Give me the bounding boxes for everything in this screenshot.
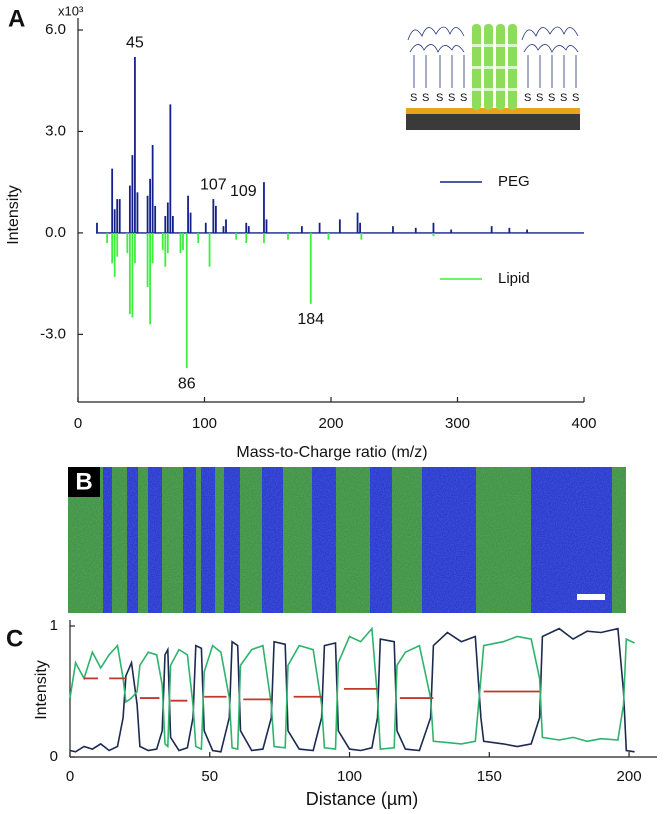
peak-annotation: 184 [297, 311, 324, 328]
legend-label: PEG [498, 173, 530, 190]
inset-label: S [548, 92, 555, 104]
inset-label: S [410, 92, 417, 104]
panel-label: C [6, 625, 23, 652]
peak-annotation: 109 [230, 183, 257, 200]
x-tick-label: 200 [318, 415, 343, 432]
y-tick-label: 1 [50, 617, 58, 634]
panel-label: B [75, 468, 92, 495]
x-tick-label: 100 [192, 415, 217, 432]
inset-label: S [448, 92, 455, 104]
x-tick-label: 0 [74, 415, 82, 432]
panel-label: A [8, 5, 25, 32]
inset-label: S [536, 92, 543, 104]
x-tick-label: 150 [477, 768, 502, 785]
y-tick-label: 0 [50, 748, 58, 765]
y-axis-label: Intensity [5, 185, 22, 245]
x-tick-label: 400 [571, 415, 596, 432]
unit-label: x10³ [58, 3, 84, 18]
y-tick-label: 3.0 [45, 122, 66, 139]
legend-label: Lipid [498, 270, 530, 287]
peak-annotation: 45 [126, 34, 144, 51]
x-axis-label: Distance (µm) [306, 789, 418, 809]
inset-label: S [422, 92, 429, 104]
fluorescence-image: B [68, 467, 626, 613]
scale-bar [577, 594, 605, 600]
y-tick-label: 6.0 [45, 21, 66, 38]
image-noise [68, 467, 626, 613]
profile-line [69, 627, 635, 753]
inset-label: S [524, 92, 531, 104]
substrate [406, 114, 580, 130]
lipid-gaps [470, 44, 520, 91]
peak-annotation: 107 [200, 176, 227, 193]
profile-line [69, 626, 635, 751]
x-axis-label: Mass-to-Charge ratio (m/z) [236, 444, 427, 461]
x-tick-label: 100 [337, 768, 362, 785]
panel-label-box [68, 467, 100, 497]
y-tick-label: 0.0 [45, 224, 66, 241]
y-tick-label: -3.0 [40, 325, 66, 342]
inset-label: S [460, 92, 467, 104]
x-tick-label: 300 [445, 415, 470, 432]
inset-label: S [436, 92, 443, 104]
gold-layer [406, 108, 580, 114]
x-tick-label: 0 [66, 768, 74, 785]
inset-label: S [560, 92, 567, 104]
y-axis-label: Intensity [33, 660, 50, 720]
inset-label: S [572, 92, 579, 104]
peg-chains [407, 26, 579, 88]
peak-annotation: 86 [178, 375, 196, 392]
x-tick-label: 200 [617, 768, 642, 785]
x-tick-label: 50 [201, 768, 218, 785]
